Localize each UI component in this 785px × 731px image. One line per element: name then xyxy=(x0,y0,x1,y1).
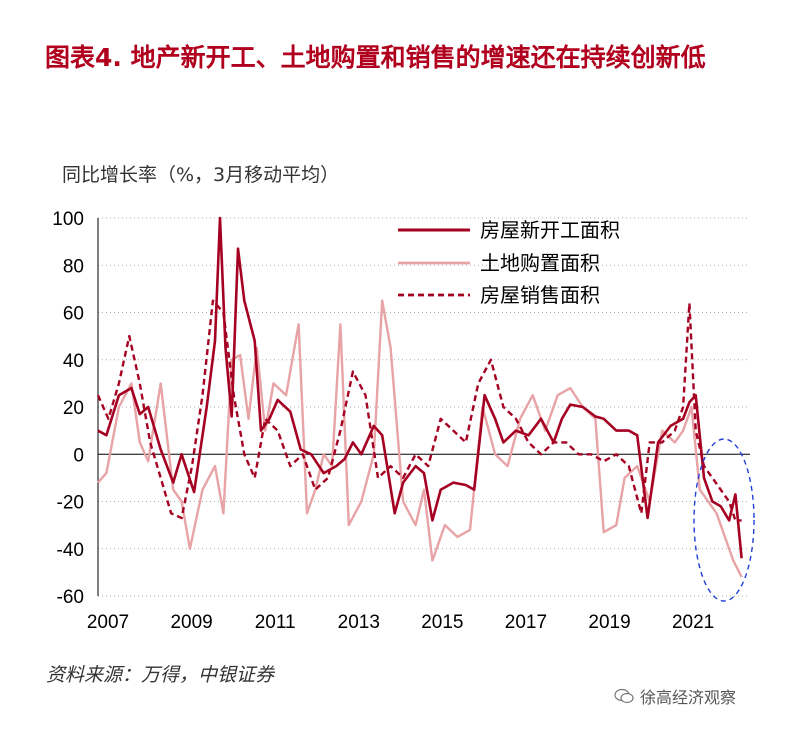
x-tick-label: 2015 xyxy=(421,612,463,633)
y-tick-label: 0 xyxy=(73,445,84,466)
x-axis-ticks: 2007 2009 2011 2013 2015 2017 2019 2021 xyxy=(87,612,714,633)
chart-title: 图表4. 地产新开工、土地购置和销售的增速还在持续创新低 xyxy=(45,43,706,72)
series-line-0 xyxy=(97,216,743,559)
y-tick-label: -40 xyxy=(57,540,84,561)
y-tick-label: 40 xyxy=(63,351,84,372)
x-tick-label: 2007 xyxy=(87,612,129,633)
y-tick-label: 80 xyxy=(63,256,84,277)
y-axis-label: 同比增长率（%，3月移动平均） xyxy=(62,164,340,186)
series-line-1 xyxy=(97,299,743,578)
y-tick-label: -20 xyxy=(57,493,84,514)
y-tick-label: 100 xyxy=(52,209,84,230)
brand-name: 徐高经济观察 xyxy=(640,688,737,707)
y-axis-ticks: -60 -40 -20 0 20 40 60 80 100 xyxy=(52,209,84,608)
y-tick-label: 20 xyxy=(63,398,84,419)
legend-label: 房屋新开工面积 xyxy=(480,219,620,242)
source-note: 资料来源：万得，中银证券 xyxy=(46,664,275,686)
x-tick-label: 2011 xyxy=(255,612,296,633)
grid xyxy=(97,217,750,597)
series-lines xyxy=(96,216,743,578)
highlight-ellipse xyxy=(693,438,755,602)
y-tick-label: -60 xyxy=(57,587,84,608)
x-tick-label: 2009 xyxy=(170,612,212,633)
legend-label: 房屋销售面积 xyxy=(480,284,600,307)
wechat-icon xyxy=(614,688,634,704)
x-tick-label: 2013 xyxy=(338,612,380,633)
brand: 徐高经济观察 xyxy=(614,684,736,708)
legend-label: 土地购置面积 xyxy=(480,252,600,275)
series-line-2 xyxy=(96,299,742,522)
x-tick-label: 2017 xyxy=(505,612,547,633)
y-tick-label: 60 xyxy=(63,304,84,325)
x-tick-label: 2021 xyxy=(672,612,714,633)
x-tick-label: 2019 xyxy=(588,612,630,633)
